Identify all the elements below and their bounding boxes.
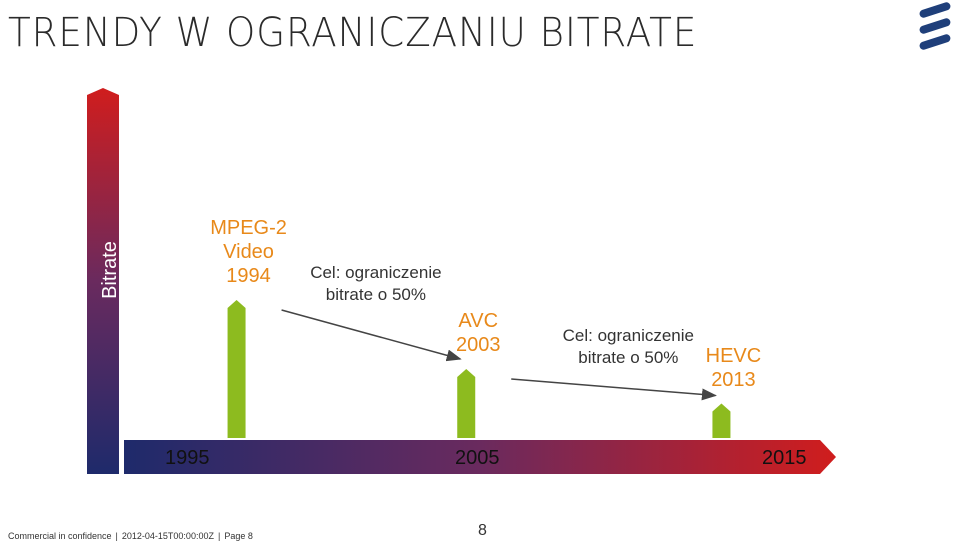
codec-label-0: MPEG-2 Video 1994 bbox=[210, 217, 287, 287]
transition-label-1: Cel: ograniczenie bitrate o 50% bbox=[562, 326, 694, 367]
brand-logo-icon bbox=[919, 2, 951, 50]
x-tick-2005: 2005 bbox=[455, 447, 500, 469]
codec-label-2: HEVC 2013 bbox=[705, 344, 762, 391]
page-number: 8 bbox=[478, 522, 487, 539]
transition-label-0: Cel: ograniczenie bitrate o 50% bbox=[310, 263, 442, 304]
footer-confidentiality: Commercial in confidence bbox=[8, 531, 112, 541]
footer-date: 2012-04-15T00:00:00Z bbox=[121, 531, 214, 541]
slide-title: TRENDY W OGRANICZANIU BITRATE bbox=[8, 10, 698, 56]
x-tick-1995: 1995 bbox=[165, 447, 210, 469]
codec-marker-1 bbox=[457, 369, 476, 438]
footer: Commercial in confidence | 2012-04-15T00:0… bbox=[8, 531, 253, 541]
x-axis-arrow bbox=[124, 440, 836, 474]
footer-separator: | bbox=[115, 531, 118, 541]
footer-separator: | bbox=[217, 531, 221, 541]
y-axis-arrow bbox=[87, 88, 119, 474]
transition-arrow-1 bbox=[511, 378, 717, 401]
footer-page-label: Page 8 bbox=[224, 531, 253, 541]
codec-marker-2 bbox=[712, 403, 731, 438]
codec-label-1: AVC 2003 bbox=[455, 310, 501, 356]
codec-marker-0 bbox=[227, 300, 246, 438]
x-tick-2015: 2015 bbox=[762, 447, 807, 469]
transition-arrow-0 bbox=[281, 309, 462, 362]
y-axis-label: Bitrate bbox=[99, 241, 121, 299]
